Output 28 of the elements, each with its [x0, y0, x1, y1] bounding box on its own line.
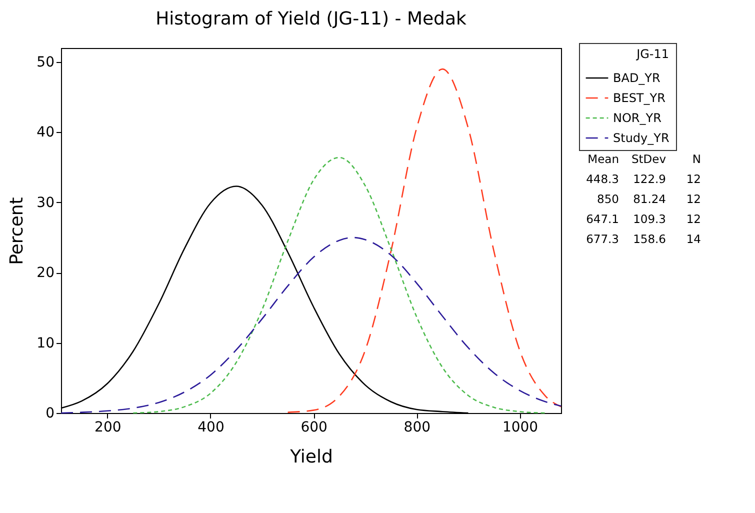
- y-tick-label: 20: [36, 265, 54, 282]
- y-tick-label: 10: [36, 335, 54, 352]
- line-series: [132, 156, 546, 414]
- text: Mean StDev N: [588, 152, 701, 166]
- x-tick-label: 800: [404, 420, 431, 436]
- line-series: [287, 68, 562, 413]
- y-tick-label: 50: [36, 54, 54, 71]
- line-series: [60, 236, 562, 414]
- y-tick-label: 0: [46, 406, 54, 422]
- y-tick-label: 40: [36, 124, 54, 141]
- y-axis-title: Percent: [6, 197, 28, 265]
- legend-label: Study_YR: [613, 131, 670, 145]
- y-tick-label: 30: [36, 194, 54, 211]
- x-axis-title: Yield: [289, 446, 333, 468]
- legend-label: NOR_YR: [613, 111, 662, 125]
- x-tick-label: 400: [198, 420, 224, 436]
- x-tick-label: 200: [94, 420, 122, 436]
- legend-title: JG-11: [636, 47, 669, 61]
- x-tick-label: 600: [300, 420, 328, 436]
- text: 448.3 122.9 12: [586, 172, 701, 186]
- x-tick-label: 1000: [502, 420, 538, 436]
- text: 677.3 158.6 14: [586, 232, 701, 246]
- chart-title: Histogram of Yield (JG-11) - Medak: [156, 8, 468, 30]
- text: 647.1 109.3 12: [586, 212, 701, 226]
- text: 850 81.24 12: [597, 192, 701, 206]
- legend-label: BAD_YR: [613, 71, 660, 85]
- legend-label: BEST_YR: [613, 91, 666, 105]
- line-series: [60, 186, 469, 414]
